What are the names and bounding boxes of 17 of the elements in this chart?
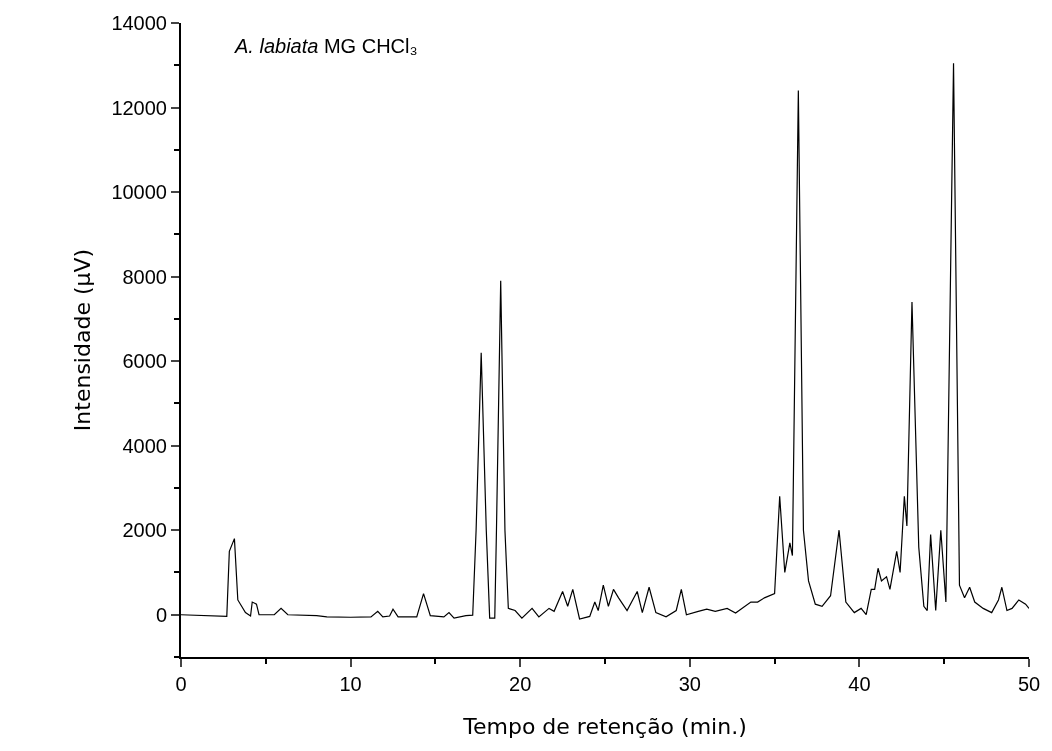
y-tick-label: 0 xyxy=(155,603,167,626)
x-tick-label: 50 xyxy=(1017,673,1041,695)
y-tick-label: 14000 xyxy=(111,12,167,34)
x-tick-label: 30 xyxy=(678,673,701,695)
x-tick-label: 0 xyxy=(175,673,187,695)
y-tick-label: 2000 xyxy=(122,519,167,542)
y-tick-label: 6000 xyxy=(122,350,167,373)
y-axis-title: Intensidade (μV) xyxy=(69,248,95,432)
y-tick-label: 4000 xyxy=(122,434,167,457)
x-tick-label: 10 xyxy=(339,673,362,695)
y-tick-label: 10000 xyxy=(111,181,167,204)
annotation: A. labiata MG CHCl₃ xyxy=(234,35,418,57)
y-tick-label: 12000 xyxy=(111,96,167,119)
x-tick-label: 20 xyxy=(509,673,532,695)
y-tick-label: 8000 xyxy=(122,265,167,288)
x-tick-label: 40 xyxy=(848,673,871,695)
x-axis-title: Tempo de retenção (min.) xyxy=(462,714,747,740)
